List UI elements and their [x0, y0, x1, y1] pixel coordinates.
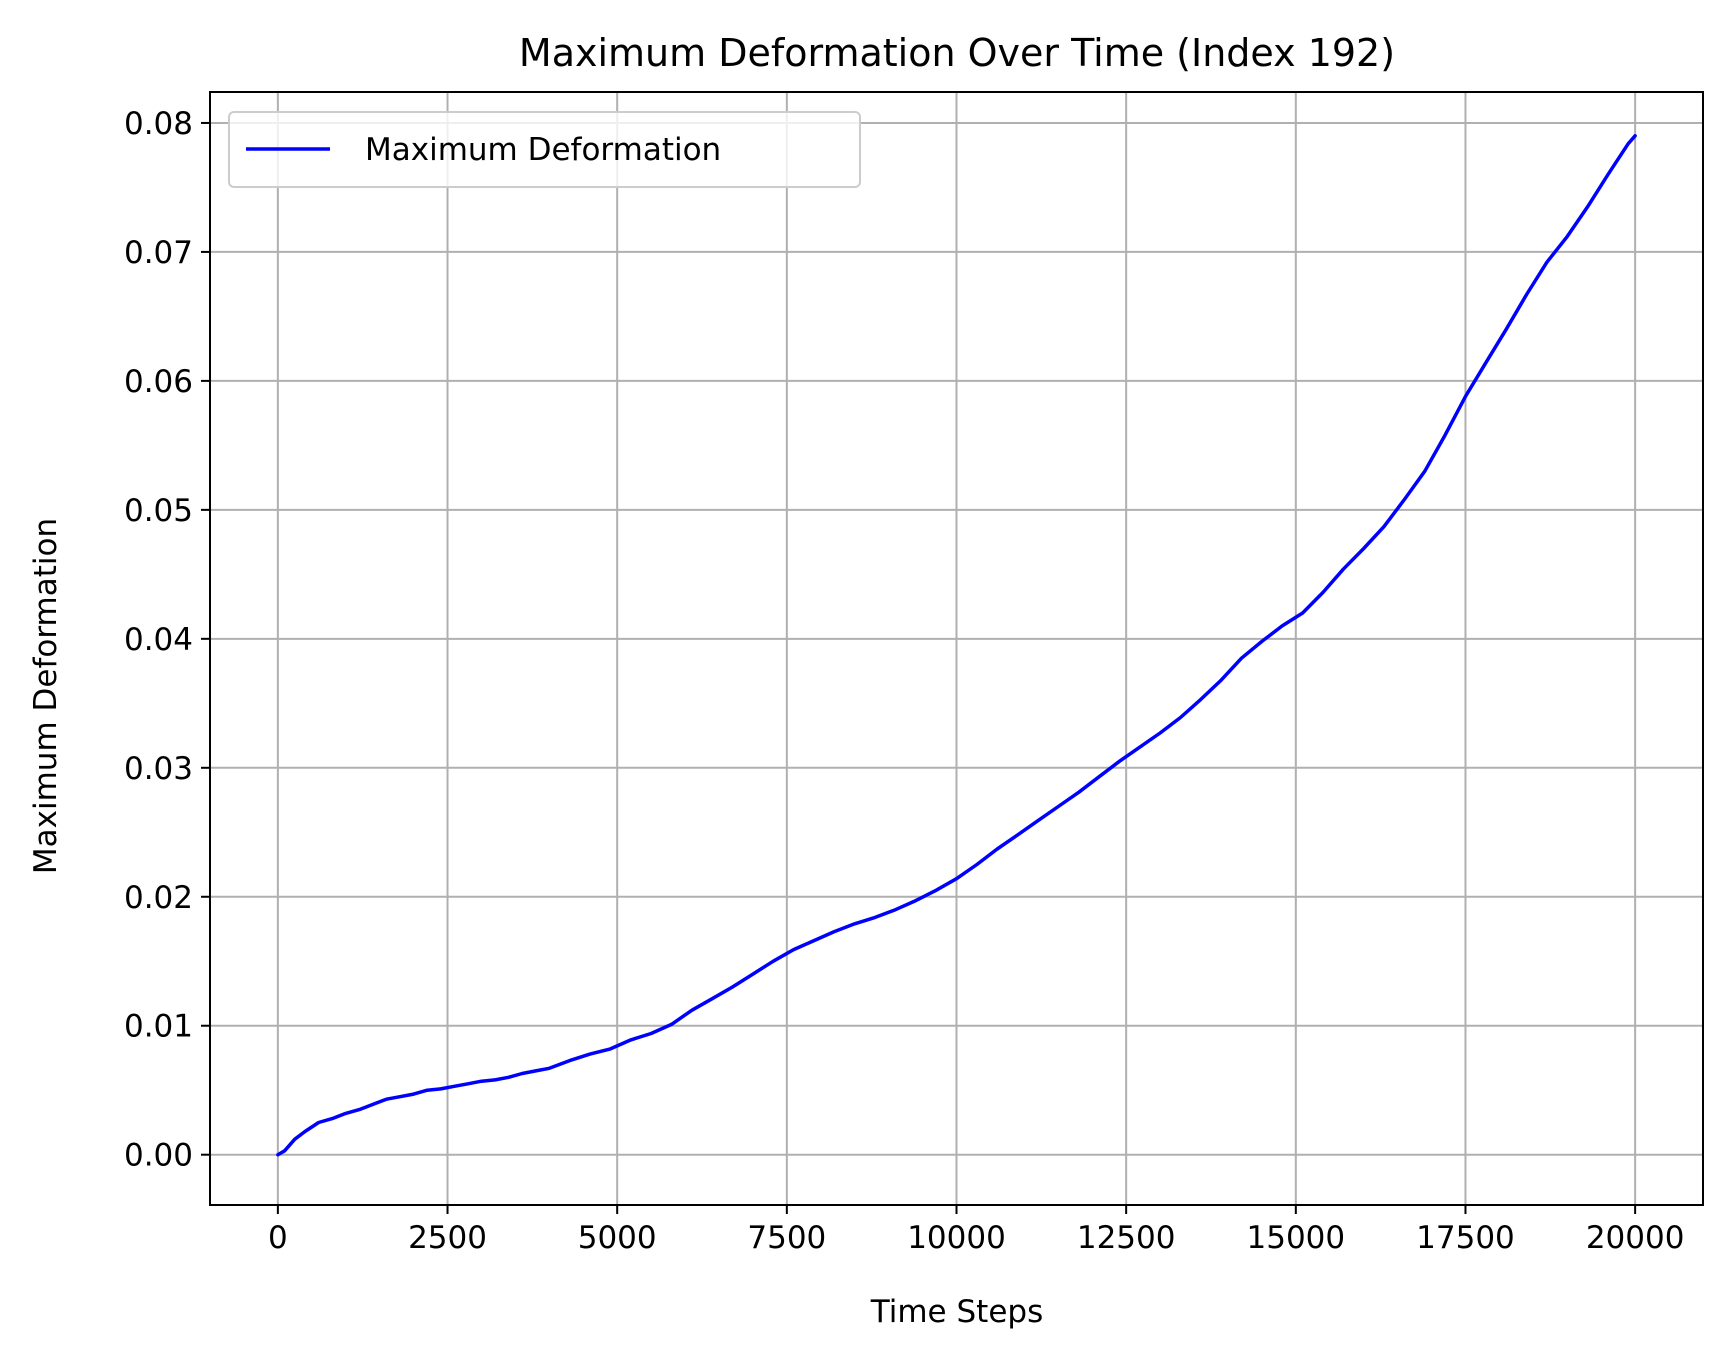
y-tick-label: 0.03 [124, 751, 193, 787]
x-axis-ticks: 0 2500 5000 7500 10000 12500 15000 17500 20000 [268, 1205, 1684, 1256]
y-axis-label: Maximum Deformation [28, 518, 64, 874]
y-tick-label: 0.02 [124, 880, 193, 916]
y-tick-label: 0.07 [124, 235, 193, 271]
legend-box [228, 111, 861, 188]
chart-title: Maximum Deformation Over Time (Index 192… [519, 31, 1395, 75]
x-tick-label: 15000 [1247, 1220, 1346, 1256]
x-tick-label: 2500 [408, 1220, 487, 1256]
x-tick-label: 20000 [1586, 1220, 1685, 1256]
series-layer [276, 134, 1637, 1157]
y-tick-label: 0.06 [124, 364, 193, 400]
x-tick-label: 5000 [578, 1220, 657, 1256]
y-tick-label: 0.08 [124, 106, 193, 142]
y-tick-label: 0.04 [124, 622, 193, 658]
y-axis-ticks: 0.00 0.01 0.02 0.03 0.04 0.05 0.06 0.07 0.08 [124, 106, 210, 1174]
legend: Maximum Deformation [228, 111, 861, 188]
y-tick-label: 0.01 [124, 1009, 193, 1045]
x-tick-label: 12500 [1077, 1220, 1176, 1256]
x-tick-label: 17500 [1416, 1220, 1515, 1256]
x-tick-label: 7500 [747, 1220, 826, 1256]
x-axis-label: Time Steps [870, 1294, 1043, 1330]
x-tick-label: 10000 [907, 1220, 1006, 1256]
grid [210, 92, 1703, 1205]
series-line-maximum-deformation [276, 134, 1637, 1157]
x-tick-label: 0 [268, 1220, 288, 1256]
y-tick-label: 0.00 [124, 1138, 193, 1174]
y-tick-label: 0.05 [124, 493, 193, 529]
legend-label-maximum-deformation: Maximum Deformation [365, 132, 721, 168]
